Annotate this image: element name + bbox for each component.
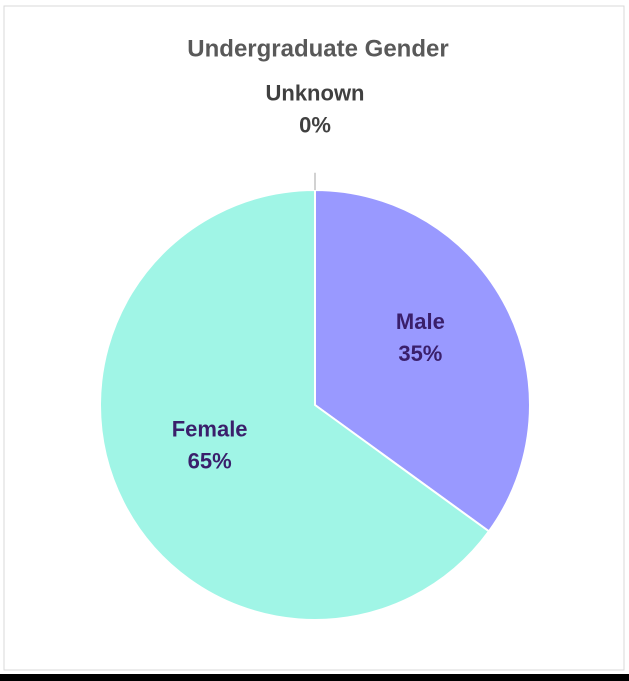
pie-slice <box>314 188 531 533</box>
chart-title: Undergraduate Gender <box>187 35 448 62</box>
bottom-bar <box>0 674 629 681</box>
slice-value-label: 0% <box>299 113 331 138</box>
slice-label: Female <box>172 416 248 441</box>
slice-value-label: 65% <box>188 448 232 473</box>
slice-label: Unknown <box>266 81 365 106</box>
slice-label: Male <box>396 309 445 334</box>
slice-value-label: 35% <box>398 341 442 366</box>
pie-slice <box>99 188 491 621</box>
